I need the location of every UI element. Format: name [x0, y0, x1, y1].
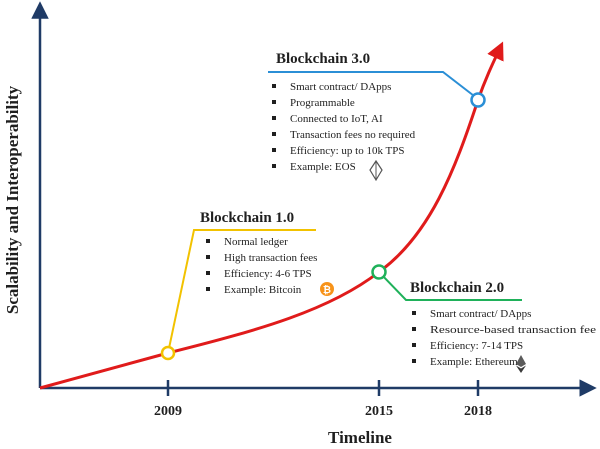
gen3-item: Connected to IoT, AI: [290, 113, 383, 125]
eos-icon: [369, 159, 383, 182]
tick-label-2018: 2018: [464, 404, 492, 419]
gen3-bullet: [272, 84, 276, 88]
gen2-list: Smart contract/ DApps Resource-based tra…: [412, 308, 596, 368]
gen3-bullet: [272, 116, 276, 120]
gen1-item: Normal ledger: [224, 236, 288, 248]
growth-curve: [39, 41, 504, 390]
gen3-bullet: [272, 100, 276, 104]
gen2-marker: [371, 264, 387, 280]
gen1-item: Efficiency: 4-6 TPS: [224, 268, 312, 280]
gen3-bullet: [272, 164, 276, 168]
gen2-connector: [378, 271, 522, 301]
gen3-item: Efficiency: up to 10k TPS: [290, 145, 404, 157]
gen2-item: Example: Ethereum: [430, 356, 518, 368]
svg-text:₿: ₿: [323, 284, 331, 296]
bitcoin-icon: ₿: [320, 282, 334, 296]
y-axis-title: Scalability and Interoperability: [3, 85, 22, 314]
gen3-item: Programmable: [290, 97, 355, 109]
gen1-connector: [167, 229, 316, 354]
tick-label-2015: 2015: [365, 404, 393, 419]
x-axis-title: Timeline: [328, 428, 392, 447]
gen2-bullet: [412, 327, 416, 331]
gen1-marker: [160, 345, 176, 361]
tick-label-2009: 2009: [154, 404, 182, 419]
gen2-item: Resource-based transaction fee: [430, 324, 596, 336]
gen3-marker: [470, 92, 486, 108]
gen3-bullet: [272, 148, 276, 152]
gen1-bullet: [206, 239, 210, 243]
gen1-item: Example: Bitcoin: [224, 284, 302, 296]
gen1-list: Normal ledger High transaction fees Effi…: [206, 236, 317, 296]
gen2-bullet: [412, 311, 416, 315]
gen3-item: Example: EOS: [290, 161, 356, 173]
gen2-title: Blockchain 2.0: [410, 280, 504, 296]
gen2-bullet: [412, 359, 416, 363]
gen1-bullet: [206, 271, 210, 275]
ethereum-icon: [516, 355, 526, 373]
gen3-connector: [268, 71, 479, 100]
gen3-title: Blockchain 3.0: [276, 51, 370, 67]
gen3-item: Transaction fees no required: [290, 129, 416, 141]
gen3-bullet: [272, 132, 276, 136]
gen2-item: Smart contract/ DApps: [430, 308, 531, 320]
gen1-item: High transaction fees: [224, 252, 317, 264]
gen2-item: Efficiency: 7-14 TPS: [430, 340, 523, 352]
gen3-list: Smart contract/ DApps Programmable Conne…: [272, 81, 416, 173]
gen1-bullet: [206, 255, 210, 259]
gen1-title: Blockchain 1.0: [200, 210, 294, 226]
gen1-bullet: [206, 287, 210, 291]
gen3-item: Smart contract/ DApps: [290, 81, 391, 93]
gen2-bullet: [412, 343, 416, 347]
